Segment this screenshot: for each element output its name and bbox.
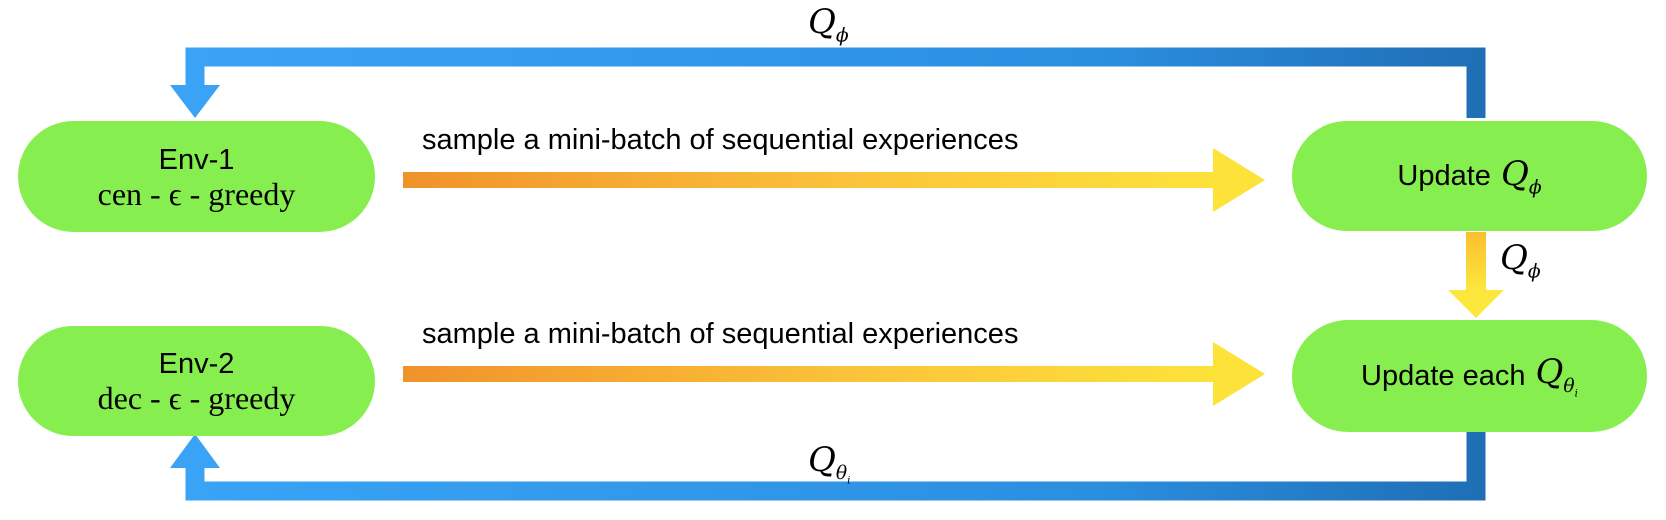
env-1-title: Env-1 — [158, 143, 235, 176]
sample-label-top: sample a mini-batch of sequential experi… — [422, 124, 1019, 156]
q-phi-top-label: Qϕ — [808, 2, 849, 47]
update-theta-node[interactable]: Update each Qθi — [1292, 320, 1647, 432]
update-phi-node[interactable]: Update Qϕ — [1292, 121, 1647, 231]
env-2-node[interactable]: Env-2 dec - ϵ - greedy — [18, 326, 375, 436]
env-1-node[interactable]: Env-1 cen - ϵ - greedy — [18, 121, 375, 232]
update-phi-label: Update — [1397, 160, 1491, 192]
q-phi-middle-label: Qϕ — [1500, 238, 1541, 283]
top-feedback-arrow — [170, 47, 1486, 118]
q-phi-symbol: Qϕ — [1500, 153, 1542, 199]
update-theta-label: Update each — [1361, 360, 1526, 392]
sample-arrow-top — [403, 148, 1265, 212]
bottom-feedback-arrow — [170, 432, 1486, 501]
sample-arrow-bottom — [403, 342, 1265, 406]
env-2-policy: dec - ϵ - greedy — [97, 380, 296, 416]
down-arrow — [1448, 232, 1504, 318]
q-theta-bottom-label: Qθi — [808, 440, 851, 488]
env-1-policy: cen - ϵ - greedy — [97, 175, 296, 212]
env-2-title: Env-2 — [158, 348, 235, 380]
sample-label-bottom: sample a mini-batch of sequential experi… — [422, 318, 1019, 350]
q-theta-symbol: Qθi — [1535, 352, 1578, 400]
